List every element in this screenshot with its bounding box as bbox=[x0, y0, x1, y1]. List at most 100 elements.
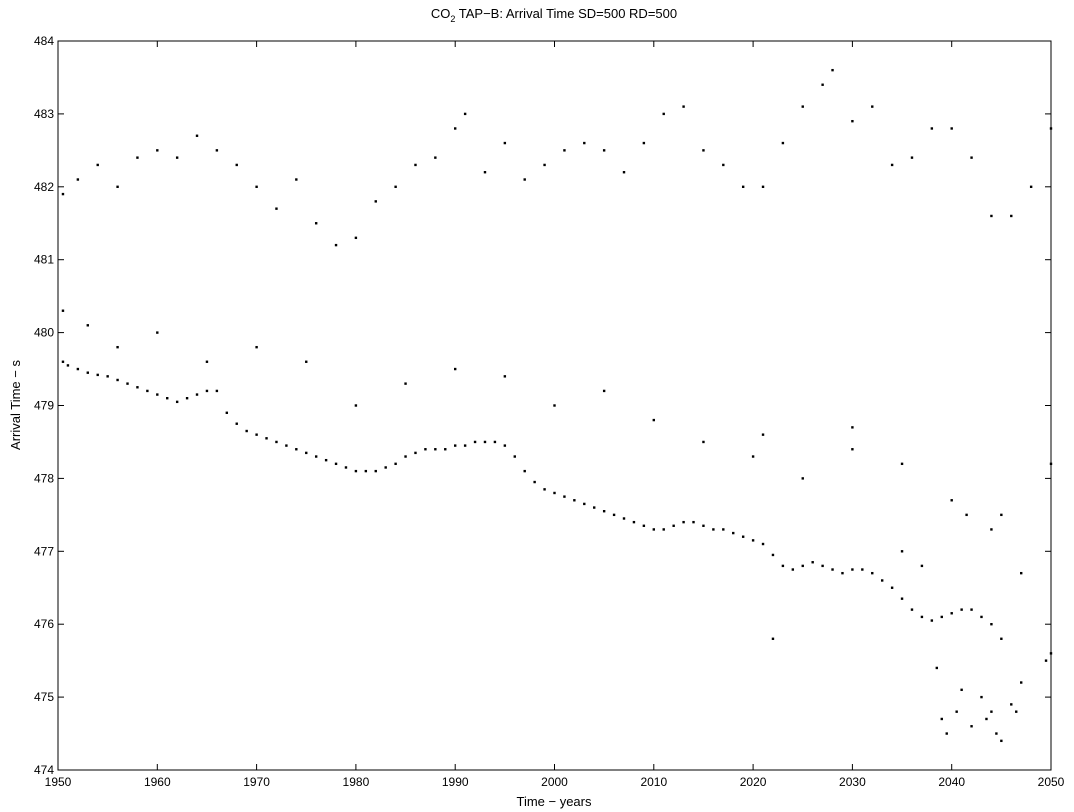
scatter-point bbox=[940, 615, 943, 619]
scatter-point bbox=[523, 469, 526, 473]
scatter-point bbox=[483, 440, 487, 444]
scatter-point bbox=[573, 499, 576, 502]
scatter-point bbox=[275, 440, 278, 444]
scatter-point bbox=[970, 725, 973, 728]
scatter-point bbox=[384, 466, 387, 469]
scatter-point bbox=[781, 564, 785, 568]
scatter-point bbox=[662, 528, 665, 531]
scatter-point bbox=[553, 491, 556, 495]
scatter-point bbox=[960, 688, 963, 692]
scatter-point bbox=[950, 499, 953, 502]
y-tick-label: 476 bbox=[34, 617, 54, 631]
scatter-point bbox=[593, 506, 596, 509]
y-tick-label: 483 bbox=[34, 107, 54, 121]
scatter-point bbox=[374, 469, 377, 473]
scatter-point bbox=[930, 127, 934, 130]
scatter-point bbox=[945, 732, 948, 735]
scatter-point bbox=[444, 448, 447, 451]
scatter-point bbox=[890, 163, 894, 167]
y-tick-label: 475 bbox=[34, 690, 54, 704]
scatter-point bbox=[473, 440, 477, 444]
scatter-point bbox=[920, 615, 924, 619]
scatter-point bbox=[195, 393, 199, 396]
x-tick-label: 1980 bbox=[343, 775, 370, 789]
scatter-point bbox=[1010, 214, 1013, 218]
scatter-point bbox=[970, 608, 973, 611]
scatter-point bbox=[1049, 652, 1053, 655]
scatter-point bbox=[235, 163, 238, 167]
scatter-point bbox=[880, 579, 884, 582]
scatter-point bbox=[314, 455, 318, 458]
scatter-point bbox=[771, 637, 775, 640]
scatter-point bbox=[96, 163, 99, 167]
scatter-point bbox=[1000, 637, 1003, 640]
scatter-point bbox=[801, 477, 804, 480]
scatter-point bbox=[960, 608, 963, 611]
scatter-point bbox=[821, 564, 824, 568]
scatter-point bbox=[1000, 513, 1003, 517]
scatter-point bbox=[741, 185, 745, 188]
scatter-point bbox=[334, 462, 338, 466]
scatter-point bbox=[985, 717, 988, 721]
y-tick-label: 480 bbox=[34, 326, 54, 340]
scatter-point bbox=[1015, 710, 1018, 713]
scatter-point bbox=[602, 510, 606, 513]
scatter-point bbox=[831, 68, 834, 72]
scatter-point bbox=[205, 389, 209, 393]
scatter-point bbox=[205, 360, 209, 363]
scatter-point bbox=[612, 513, 616, 517]
scatter-point bbox=[622, 171, 626, 174]
scatter-point bbox=[712, 528, 715, 531]
scatter-point bbox=[990, 710, 993, 713]
scatter-point bbox=[602, 389, 606, 393]
scatter-point bbox=[404, 382, 407, 385]
scatter-point bbox=[503, 375, 507, 378]
scatter-point bbox=[761, 433, 765, 436]
scatter-point bbox=[702, 440, 705, 444]
scatter-point bbox=[225, 411, 229, 414]
scatter-point bbox=[126, 382, 129, 385]
x-tick-label: 1950 bbox=[45, 775, 72, 789]
scatter-point bbox=[910, 156, 914, 159]
scatter-point bbox=[791, 568, 795, 571]
scatter-point bbox=[1020, 681, 1023, 684]
scatter-point bbox=[831, 568, 834, 571]
scatter-point bbox=[305, 451, 308, 455]
scatter-point bbox=[295, 448, 298, 451]
scatter-point bbox=[344, 466, 348, 469]
scatter-point bbox=[503, 444, 507, 447]
scatter-point bbox=[404, 455, 407, 458]
scatter-point bbox=[990, 528, 993, 531]
scatter-point bbox=[583, 141, 586, 145]
scatter-point bbox=[851, 426, 854, 429]
scatter-point bbox=[116, 345, 119, 349]
scatter-point bbox=[1020, 571, 1023, 575]
scatter-point bbox=[374, 200, 377, 203]
scatter-point bbox=[434, 156, 437, 159]
scatter-point bbox=[871, 571, 874, 575]
scatter-point bbox=[265, 437, 268, 440]
scatter-point bbox=[245, 429, 248, 433]
scatter-point bbox=[116, 185, 119, 188]
scatter-point bbox=[66, 364, 70, 367]
scatter-point bbox=[871, 105, 874, 108]
scatter-point bbox=[354, 469, 358, 473]
y-tick-label: 478 bbox=[34, 471, 54, 485]
scatter-point bbox=[692, 520, 695, 524]
scatter-point bbox=[215, 389, 219, 393]
scatter-point bbox=[900, 462, 904, 466]
scatter-point bbox=[682, 105, 685, 108]
scatter-point bbox=[454, 444, 457, 447]
scatter-point bbox=[175, 156, 179, 159]
y-tick-label: 477 bbox=[34, 544, 54, 558]
scatter-point bbox=[682, 520, 685, 524]
scatter-point bbox=[314, 222, 318, 225]
y-tick-label: 479 bbox=[34, 399, 54, 413]
scatter-point bbox=[354, 404, 358, 407]
scatter-point bbox=[642, 141, 646, 145]
scatter-point bbox=[950, 612, 953, 615]
scatter-point bbox=[672, 524, 675, 527]
scatter-point bbox=[761, 542, 765, 546]
scatter-point bbox=[76, 178, 80, 181]
x-tick-label: 2040 bbox=[938, 775, 965, 789]
